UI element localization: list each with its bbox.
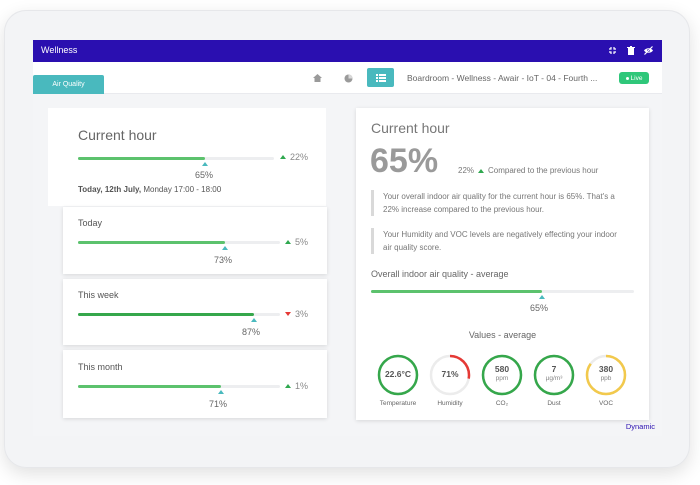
gauge-label: Dust [547, 400, 561, 407]
this-month-bar-marker [218, 390, 225, 394]
current-hour-date-day: Today, 12th July, [78, 185, 142, 194]
gauge-co: 580 ppm [480, 353, 524, 397]
air-quality-note: Your overall indoor air quality for the … [371, 190, 627, 216]
gauge-unit: µg/m³ [545, 375, 563, 382]
this-week-bar-fill [78, 313, 254, 316]
arrow-down-icon [285, 312, 291, 316]
gauge-voc: 380 ppb [584, 353, 628, 397]
window-title: Wellness [41, 45, 78, 55]
gauge-value: 7 µg/m³ [532, 365, 576, 383]
arrow-up-icon [280, 155, 286, 159]
current-hour-summary-card: Current hour 65% 22% Today, 12th July, M… [48, 108, 326, 206]
overall-bar-marker [538, 295, 545, 299]
chart-icon[interactable] [341, 71, 355, 85]
this-week-bar [78, 313, 280, 322]
gauge-unit: ppb [600, 375, 612, 382]
this-week-delta: 3% [285, 309, 308, 319]
today-card: Today 73% 5% [63, 207, 327, 274]
values-title: Values - average [468, 330, 537, 340]
gauge-dust: 7 µg/m³ [532, 353, 576, 397]
current-hour-bar-marker [202, 162, 209, 166]
this-month-title: This month [78, 362, 123, 372]
gauge-value: 380 ppb [584, 365, 628, 383]
dynamic-mode-link[interactable]: Dynamic [625, 422, 655, 431]
detail-delta: 22% Compared to the previous hour [458, 166, 598, 175]
today-bar-fill [78, 241, 226, 244]
current-hour-date: Today, 12th July, Monday 17:00 - 18:00 [78, 185, 221, 194]
gauge-humidity: 71% [428, 353, 472, 397]
live-badge: Live [619, 72, 649, 84]
current-hour-bar-fill [78, 157, 206, 160]
current-hour-bar [78, 157, 274, 166]
this-week-delta-value: 3% [295, 309, 309, 319]
detail-big-value: 65% [370, 142, 439, 180]
gauge-value: 71% [441, 369, 459, 379]
this-month-bar [78, 385, 280, 394]
gauge-value: 22.6°C [384, 369, 412, 379]
today-delta-value: 5% [295, 237, 309, 247]
gauge-value: 580 ppm [480, 365, 524, 383]
this-week-card: This week 87% 3% [63, 279, 327, 345]
detail-title: Current hour [371, 120, 450, 136]
overall-title: Overall indoor air quality - average [371, 269, 509, 279]
overall-bar-fill [371, 290, 542, 293]
today-bar [78, 241, 280, 250]
gauge-ring-icon [481, 354, 523, 396]
gauge-arc [481, 354, 523, 396]
this-week-bar-marker [250, 318, 257, 322]
gauge-ring-icon [533, 354, 575, 396]
this-month-value: 71% [209, 399, 228, 409]
home-icon[interactable] [310, 71, 324, 85]
gauge-arc [585, 354, 627, 396]
arrow-up-icon [478, 168, 485, 173]
toolbar: Air Quality Boardroom - Wellness - Awair… [33, 62, 662, 94]
title-bar: Wellness [33, 40, 662, 62]
gauge-unit: ppm [495, 375, 509, 382]
trash-icon[interactable] [625, 44, 636, 57]
gauge-ring-icon [585, 354, 627, 396]
list-icon [375, 73, 386, 82]
this-month-delta-value: 1% [295, 381, 309, 391]
gauge-ring-icon [429, 354, 471, 396]
current-hour-delta: 22% [280, 152, 308, 162]
today-bar-marker [222, 246, 229, 250]
app-screen: Wellness Air Quality Boardroom - Wellnes… [33, 40, 662, 436]
gauge-label: VOC [598, 400, 614, 407]
detail-delta-value: 22% [458, 166, 475, 175]
today-title: Today [78, 218, 103, 228]
this-week-title: This week [78, 290, 119, 300]
gauge-ring-icon [377, 354, 419, 396]
list-view-button[interactable] [367, 68, 394, 87]
collapse-icon[interactable] [607, 44, 618, 57]
this-week-value: 87% [242, 327, 261, 337]
gauge-label: Humidity [437, 400, 463, 407]
current-hour-value: 65% [195, 170, 214, 180]
live-label: Live [630, 74, 643, 82]
this-month-card: This month 71% 1% [63, 350, 327, 418]
arrow-up-icon [285, 240, 291, 244]
gauge-arc [533, 354, 575, 396]
live-dot-icon [625, 76, 629, 80]
today-delta: 5% [285, 237, 308, 247]
gauge-arc [429, 354, 471, 396]
current-hour-delta-value: 22% [290, 152, 309, 162]
gauge-arc [377, 354, 419, 396]
hide-eye-icon[interactable] [643, 44, 654, 57]
today-value: 73% [214, 255, 233, 265]
this-month-bar-fill [78, 385, 222, 388]
arrow-up-icon [285, 384, 291, 388]
gauge-label: Temperature [379, 400, 417, 407]
gauge-label: CO₂ [495, 400, 509, 407]
current-hour-title: Current hour [78, 127, 157, 143]
current-hour-detail-card: Current hour 65% 22% Compared to the pre… [356, 108, 649, 420]
gauge-temperature: 22.6°C [376, 353, 420, 397]
overall-value: 65% [530, 303, 549, 313]
detail-delta-text: Compared to the previous hour [488, 166, 599, 175]
overall-bar [371, 290, 634, 299]
negative-factors-note: Your Humidity and VOC levels are negativ… [371, 228, 627, 254]
current-hour-date-time: Monday 17:00 - 18:00 [143, 185, 222, 194]
breadcrumb[interactable]: Boardroom - Wellness - Awair - IoT - 04 … [407, 73, 598, 83]
tab-air-quality[interactable]: Air Quality [33, 75, 104, 94]
this-month-delta: 1% [285, 381, 308, 391]
